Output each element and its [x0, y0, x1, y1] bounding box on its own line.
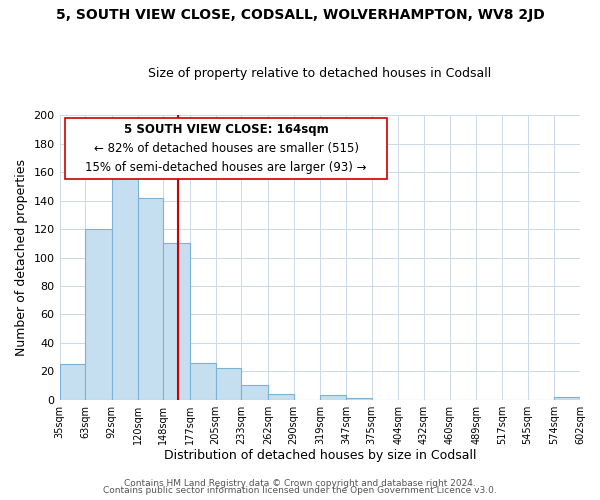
- Text: 15% of semi-detached houses are larger (93) →: 15% of semi-detached houses are larger (…: [85, 161, 367, 174]
- Bar: [241, 386, 268, 400]
- FancyBboxPatch shape: [65, 118, 388, 180]
- Text: 5, SOUTH VIEW CLOSE, CODSALL, WOLVERHAMPTON, WV8 2JD: 5, SOUTH VIEW CLOSE, CODSALL, WOLVERHAMP…: [56, 8, 544, 22]
- Bar: [112, 158, 137, 400]
- Text: ← 82% of detached houses are smaller (515): ← 82% of detached houses are smaller (51…: [94, 142, 359, 156]
- Bar: [268, 394, 293, 400]
- Y-axis label: Number of detached properties: Number of detached properties: [15, 159, 28, 356]
- Bar: [215, 368, 241, 400]
- Bar: [190, 362, 215, 400]
- Bar: [59, 364, 85, 400]
- Text: Contains public sector information licensed under the Open Government Licence v3: Contains public sector information licen…: [103, 486, 497, 495]
- Text: 5 SOUTH VIEW CLOSE: 164sqm: 5 SOUTH VIEW CLOSE: 164sqm: [124, 124, 328, 136]
- Bar: [346, 398, 371, 400]
- Text: Contains HM Land Registry data © Crown copyright and database right 2024.: Contains HM Land Registry data © Crown c…: [124, 478, 476, 488]
- Bar: [85, 229, 112, 400]
- Bar: [554, 397, 580, 400]
- Bar: [320, 396, 346, 400]
- X-axis label: Distribution of detached houses by size in Codsall: Distribution of detached houses by size …: [164, 450, 476, 462]
- Bar: [163, 244, 190, 400]
- Bar: [137, 198, 163, 400]
- Title: Size of property relative to detached houses in Codsall: Size of property relative to detached ho…: [148, 66, 491, 80]
